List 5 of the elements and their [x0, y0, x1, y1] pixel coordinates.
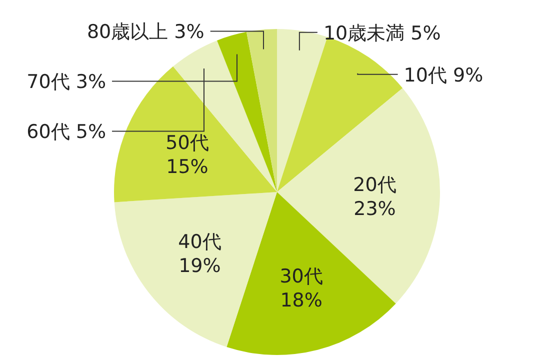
slice-label: 10歳未満 5% — [323, 22, 441, 44]
slice-label: 10代 9% — [404, 64, 484, 86]
slice-label: 80歳以上 3% — [86, 21, 204, 44]
slice-label: 60代 5% — [26, 121, 106, 144]
slice-label: 70代 3% — [26, 71, 106, 94]
